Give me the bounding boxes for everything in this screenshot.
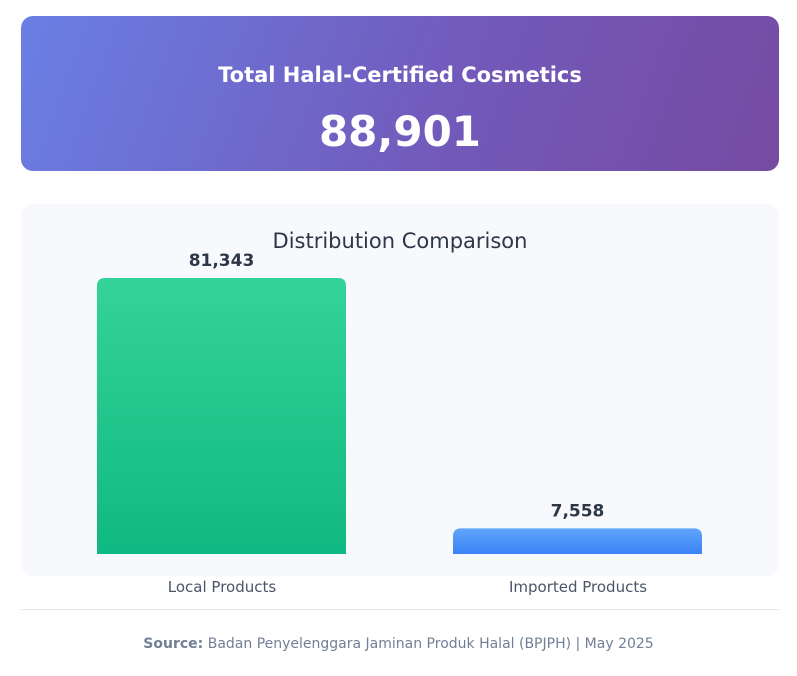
chart-title: Distribution Comparison [272,229,528,253]
data-label-imported: 7,558 [551,501,605,521]
banner-title: Total Halal-Certified Cosmetics [218,63,582,87]
total-value: 88,901 [318,107,482,156]
category-label-local: Local Products [167,578,277,596]
bar-imported [453,528,702,554]
total-banner: Total Halal-Certified Cosmetics 88,901 [21,16,779,171]
bar-local [97,278,346,554]
footer-divider [21,609,779,610]
data-label-local: 81,343 [189,251,255,271]
category-label-imported: Imported Products [508,578,648,596]
source-label: Source: [143,636,204,652]
source-note: Source: Badan Penyelenggara Jaminan Prod… [0,636,797,652]
source-text: Badan Penyelenggara Jaminan Produk Halal… [207,636,654,652]
